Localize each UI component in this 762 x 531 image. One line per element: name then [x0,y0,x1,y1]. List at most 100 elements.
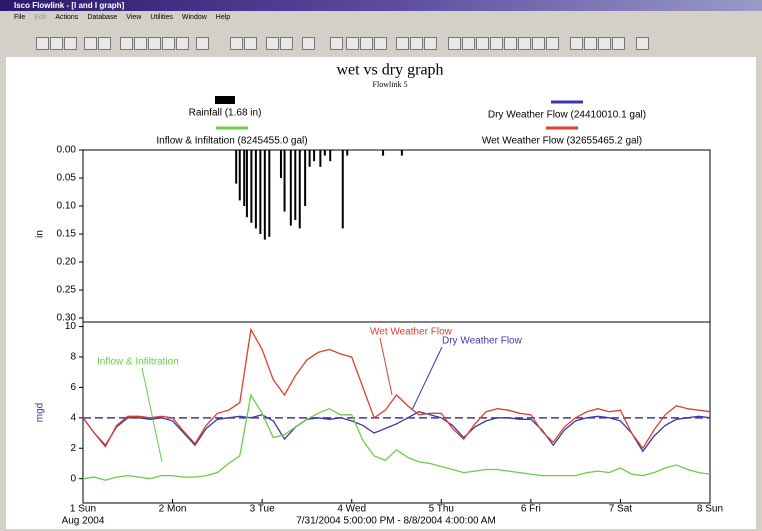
rain-bar [283,150,286,212]
title-bar: Isco Flowlink - [I and I graph] [0,0,762,11]
x-tick-label: 3 Tue [250,504,275,515]
toolbar-button[interactable] [584,37,597,50]
menu-item[interactable]: Edit [34,14,47,21]
toolbar-button[interactable] [518,37,531,50]
x-tick-label: 1 Sun [70,504,96,515]
chart-title: wet vs dry graph [336,62,443,79]
rain-bar [308,150,311,167]
rain-bar [250,150,253,223]
flow-line [82,393,711,481]
rain-bar [329,150,332,162]
menu-bar: File Edit Actions Database View Utilities Wind… [0,12,762,23]
toolbar-button[interactable] [346,37,359,50]
menu-item[interactable]: Actions [55,14,79,21]
toolbar-button[interactable] [360,37,373,50]
x-tick-label: 8 Sun [697,504,723,515]
toolbar [0,34,762,54]
toolbar-button[interactable] [64,37,77,50]
x-tick-label: 4 Wed [337,504,366,515]
toolbar-button[interactable] [230,37,243,50]
legend-label: Dry Weather Flow (24410010.1 gal) [488,110,646,121]
rain-bar [341,150,344,229]
y-tick-label: 0.05 [57,173,77,184]
toolbar-button[interactable] [424,37,437,50]
toolbar-button[interactable] [570,37,583,50]
rain-bar [245,150,248,218]
toolbar-button[interactable] [410,37,423,50]
toolbar-button[interactable] [546,37,559,50]
rain-bar [235,150,238,184]
toolbar-button[interactable] [448,37,461,50]
menu-item[interactable]: Database [87,14,118,21]
toolbar-button[interactable] [36,37,49,50]
rain-bar [243,150,246,206]
toolbar-button[interactable] [598,37,611,50]
toolbar-button[interactable] [266,37,279,50]
x-tick-label: 5 Thu [429,504,454,515]
rain-bar [304,150,307,206]
toolbar-button[interactable] [504,37,517,50]
toolbar-button[interactable] [396,37,409,50]
window-title: Isco Flowlink - [I and I graph] [14,1,125,10]
flow-line [82,411,711,453]
toolbar-button[interactable] [532,37,545,50]
y-tick-label: 6 [70,382,76,393]
legend-label: Rainfall (1.68 in) [189,108,262,119]
y-tick-label: 4 [70,412,76,423]
toolbar-button[interactable] [84,37,97,50]
flow-line [82,327,711,450]
toolbar-button[interactable] [462,37,475,50]
toolbar-button[interactable] [148,37,161,50]
toolbar-button[interactable] [176,37,189,50]
date-note: Aug 2004 [62,516,105,527]
menu-item[interactable]: Utilities [150,14,173,21]
legend-swatch [215,96,235,104]
y-tick-label: 0.00 [57,145,77,156]
rain-bar [294,150,297,220]
rain-bar [238,150,241,201]
x-tick-label: 2 Mon [159,504,187,515]
y-tick-label: 0 [70,473,76,484]
toolbar-button[interactable] [374,37,387,50]
toolbar-button[interactable] [162,37,175,50]
legend-label: Wet Weather Flow (32655465.2 gal) [482,136,642,147]
toolbar-button[interactable] [50,37,63,50]
toolbar-button[interactable] [280,37,293,50]
toolbar-button[interactable] [476,37,489,50]
menu-item[interactable]: File [14,14,26,21]
line-label: Inflow & Infiltration [97,357,179,368]
pointer [379,337,393,396]
legend-label: Inflow & Infiltation (8245455.0 gal) [156,136,307,147]
menu-item[interactable]: View [126,14,142,21]
y-tick-label: 0.10 [57,201,77,212]
toolbar-button[interactable] [120,37,133,50]
x-tick-label: 7 Sat [609,504,633,515]
rain-bar [323,150,326,156]
toolbar-button[interactable] [302,37,315,50]
menu-item[interactable]: Help [215,14,231,21]
toolbar-button[interactable] [636,37,649,50]
pointer [141,367,163,463]
y-axis-label: in [35,230,46,238]
pointer [411,346,443,411]
rain-bar [313,150,316,162]
x-tick-label: 6 Fri [521,504,541,515]
toolbar-button[interactable] [612,37,625,50]
toolbar-button[interactable] [196,37,209,50]
rain-bar [279,150,282,178]
y-tick-label: 8 [70,352,76,363]
menu-item[interactable]: Window [181,14,207,21]
y-tick-label: 10 [65,321,77,332]
chart-background [6,57,756,529]
y-tick-label: 2 [70,443,76,454]
toolbar-button[interactable] [98,37,111,50]
toolbar-button[interactable] [330,37,343,50]
toolbar-button[interactable] [490,37,503,50]
rain-bar [263,150,266,240]
toolbar-button[interactable] [244,37,257,50]
toolbar-button[interactable] [134,37,147,50]
rain-bar [382,150,385,156]
rain-bar [400,150,403,156]
